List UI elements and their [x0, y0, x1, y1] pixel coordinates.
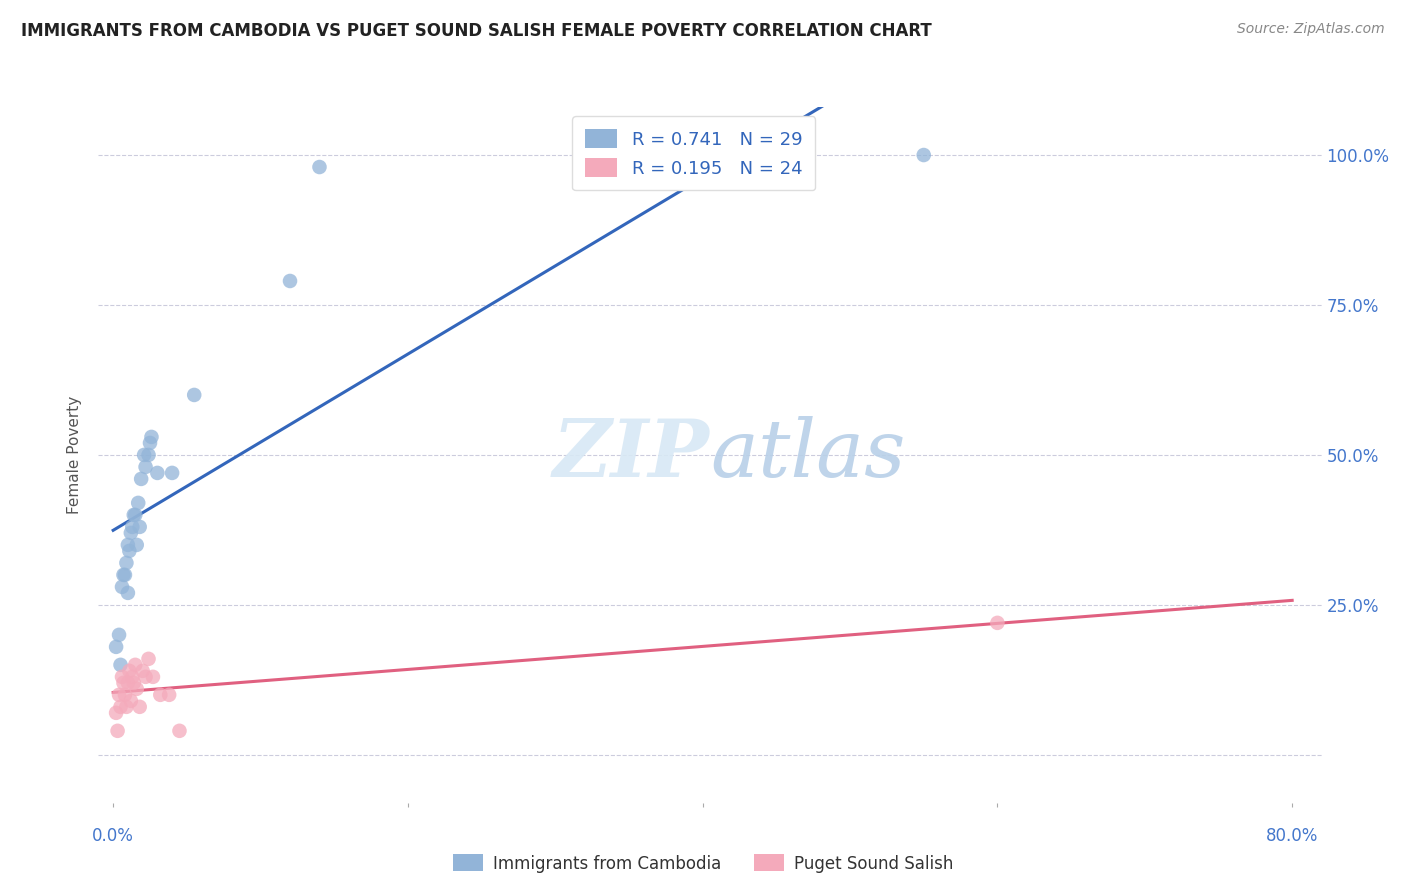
Point — [111, 580, 134, 594]
Point — [183, 388, 205, 402]
Point — [128, 520, 150, 534]
Point — [135, 670, 157, 684]
Point — [122, 676, 145, 690]
Point — [110, 657, 132, 672]
Point — [149, 688, 172, 702]
Point — [129, 472, 152, 486]
Point — [308, 160, 330, 174]
Point — [108, 628, 131, 642]
Point — [114, 567, 136, 582]
Point — [142, 670, 165, 684]
Point — [108, 688, 131, 702]
Point — [122, 508, 145, 522]
Point — [105, 640, 128, 654]
Text: Source: ZipAtlas.com: Source: ZipAtlas.com — [1237, 22, 1385, 37]
Point — [121, 670, 143, 684]
Point — [114, 688, 136, 702]
Point — [112, 567, 135, 582]
Point — [125, 538, 148, 552]
Point — [121, 520, 143, 534]
Point — [912, 148, 935, 162]
Point — [115, 556, 138, 570]
Point — [146, 466, 169, 480]
Point — [138, 652, 160, 666]
Point — [131, 664, 153, 678]
Legend: Immigrants from Cambodia, Puget Sound Salish: Immigrants from Cambodia, Puget Sound Sa… — [446, 847, 960, 880]
Point — [124, 657, 146, 672]
Y-axis label: Female Poverty: Female Poverty — [67, 396, 83, 514]
Point — [127, 496, 149, 510]
Point — [120, 525, 142, 540]
Point — [117, 676, 139, 690]
Point — [278, 274, 301, 288]
Text: IMMIGRANTS FROM CAMBODIA VS PUGET SOUND SALISH FEMALE POVERTY CORRELATION CHART: IMMIGRANTS FROM CAMBODIA VS PUGET SOUND … — [21, 22, 932, 40]
Point — [107, 723, 129, 738]
Point — [110, 699, 132, 714]
Point — [117, 586, 139, 600]
Point — [138, 448, 160, 462]
Point — [105, 706, 128, 720]
Point — [115, 699, 138, 714]
Text: 0.0%: 0.0% — [93, 827, 134, 845]
Point — [120, 694, 142, 708]
Point — [111, 670, 134, 684]
Text: 80.0%: 80.0% — [1265, 827, 1319, 845]
Point — [128, 699, 150, 714]
Legend: R = 0.741   N = 29, R = 0.195   N = 24: R = 0.741 N = 29, R = 0.195 N = 24 — [572, 116, 815, 190]
Point — [132, 448, 155, 462]
Point — [139, 436, 162, 450]
Point — [125, 681, 148, 696]
Point — [112, 676, 135, 690]
Point — [160, 466, 183, 480]
Point — [141, 430, 163, 444]
Text: atlas: atlas — [710, 417, 905, 493]
Point — [157, 688, 180, 702]
Point — [118, 664, 141, 678]
Point — [135, 459, 157, 474]
Point — [124, 508, 146, 522]
Point — [169, 723, 191, 738]
Text: ZIP: ZIP — [553, 417, 710, 493]
Point — [118, 544, 141, 558]
Point — [117, 538, 139, 552]
Point — [986, 615, 1008, 630]
